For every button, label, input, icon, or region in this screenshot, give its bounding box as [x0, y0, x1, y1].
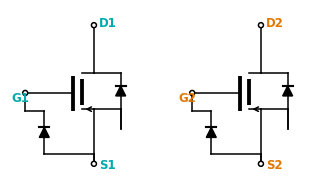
Polygon shape: [283, 86, 293, 96]
Text: S2: S2: [266, 159, 283, 172]
Text: D1: D1: [99, 17, 117, 30]
Polygon shape: [206, 127, 216, 137]
Polygon shape: [116, 86, 126, 96]
Text: S1: S1: [99, 159, 116, 172]
Polygon shape: [39, 127, 49, 137]
Text: G1: G1: [11, 93, 29, 105]
Text: D2: D2: [266, 17, 284, 30]
Text: G2: G2: [178, 93, 196, 105]
